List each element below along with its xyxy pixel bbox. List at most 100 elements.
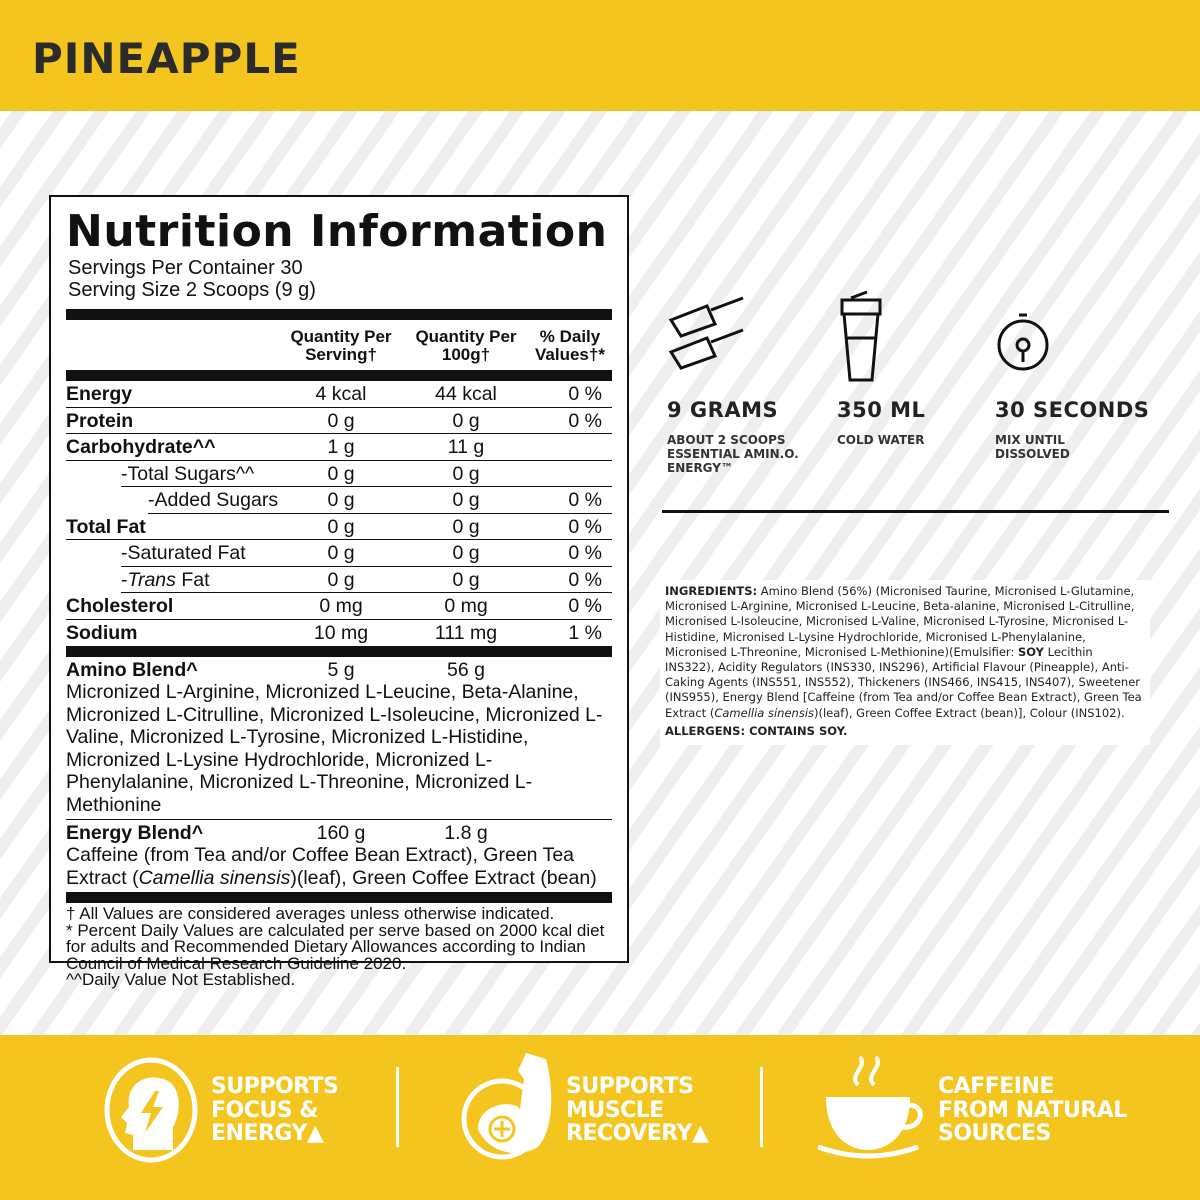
daily-value: 0 %	[568, 489, 602, 511]
amino-blend: Amino Blend^ 5 g 56 g Micronized L-Argin…	[66, 657, 612, 820]
footnote: † All Values are considered averages unl…	[66, 904, 555, 923]
nutrient-label: Carbohydrate^^	[66, 436, 216, 458]
nutrient-row: -Added Sugars 0 g 0 g 0 %	[148, 487, 612, 514]
ingredients-block: INGREDIENTS: Amino Blend (56%) (Micronis…	[660, 580, 1150, 746]
per-100g-value: 0 g	[452, 409, 480, 432]
amino-blend-per-100g: 56 g	[447, 659, 485, 681]
flavor-header: PINEAPPLE	[0, 0, 1200, 111]
ingredients-part: )(leaf), Green Coffee Extract (bean)], C…	[814, 705, 1125, 720]
daily-value: 0 %	[568, 383, 602, 405]
daily-value: 0 %	[568, 595, 602, 617]
amino-blend-detail: Micronized L-Arginine, Micronized L-Leuc…	[66, 681, 612, 820]
nutrient-row: -Saturated Fat 0 g 0 g 0 %	[121, 540, 612, 567]
per-100g-value: 11 g	[447, 436, 485, 458]
amino-blend-per-serving: 5 g	[327, 659, 355, 681]
col-per-100g: Quantity Per 100g†	[415, 327, 517, 364]
nutrient-label: -Added Sugars	[148, 489, 279, 511]
scoops-icon	[668, 296, 744, 370]
per-serving-value: 0 mg	[319, 595, 363, 617]
ingredients-part: Amino Blend (56%) (Micronised Taurine, M…	[665, 584, 1135, 659]
per-serving-value: 4 kcal	[315, 383, 367, 405]
stopwatch-icon	[997, 313, 1049, 371]
per-100g-value: 0 g	[452, 542, 480, 564]
per-serving-value: 0 g	[327, 542, 355, 564]
nutrient-label: Total Fat	[66, 515, 146, 538]
per-100g-value: 0 g	[452, 515, 480, 538]
ingredients-text: INGREDIENTS: Amino Blend (56%) (Micronis…	[665, 584, 1145, 721]
usage-value: 350 ML	[837, 398, 926, 422]
divider-bar	[66, 892, 612, 903]
nutrition-panel: Nutrition Information Servings Per Conta…	[49, 195, 629, 988]
nutrient-row: Cholesterol 0 mg 0 mg 0 %	[66, 593, 612, 620]
energy-blend-detail: Caffeine (from Tea and/or Coffee Bean Ex…	[66, 844, 612, 889]
detail-italic: Camellia sinensis	[138, 866, 291, 889]
daily-value: 0 %	[568, 568, 602, 591]
feature-label: SUPPORTS MUSCLE RECOVERY▲	[566, 1074, 709, 1146]
feature-label: CAFFEINE FROM NATURAL SOURCES	[938, 1074, 1127, 1146]
daily-value: 1 %	[568, 621, 602, 644]
daily-value: 0 %	[568, 409, 602, 432]
footnotes: † All Values are considered averages unl…	[66, 903, 612, 989]
usage-time: 30 SECONDS MIX UNTIL DISSOLVED	[995, 290, 1149, 461]
footnote: ^^Daily Value Not Established.	[66, 970, 296, 989]
separator	[760, 1067, 763, 1147]
usage-note: COLD WATER	[837, 433, 925, 447]
usage-value: 30 SECONDS	[995, 398, 1150, 422]
detail-text: Caffeine (from Tea and/or Coffee Bean Ex…	[66, 844, 575, 889]
servings-per-container: Servings Per Container 30	[68, 257, 303, 279]
per-serving-value: 0 g	[327, 489, 355, 511]
feature-focus: SUPPORTS FOCUS & ENERGY▲	[103, 1055, 339, 1175]
energy-blend-per-serving: 160 g	[316, 822, 366, 844]
per-100g-value: 0 g	[452, 489, 480, 511]
usage-scoops: 9 GRAMS ABOUT 2 SCOOPS ESSENTIAL AMIN.O.…	[667, 290, 799, 475]
per-100g-value: 44 kcal	[435, 383, 497, 405]
energy-blend-per-100g: 1.8 g	[444, 822, 488, 844]
nutrient-label: -Total Sugars^^	[121, 462, 255, 485]
nutrient-label: -Trans Fat	[121, 568, 210, 591]
divider-bar	[66, 646, 612, 657]
divider-line	[662, 510, 1169, 513]
daily-value: 0 %	[568, 542, 602, 564]
usage-note: MIX UNTIL DISSOLVED	[995, 433, 1070, 461]
energy-blend-label: Energy Blend^	[66, 822, 204, 844]
feature-label: SUPPORTS FOCUS & ENERGY▲	[211, 1074, 339, 1146]
usage-value: 9 GRAMS	[667, 398, 779, 422]
ingredients-italic: Camellia sinensis	[714, 705, 815, 720]
serving-size: Serving Size 2 Scoops (9 g)	[68, 279, 316, 301]
per-serving-value: 0 g	[327, 462, 355, 485]
flexed-arm-icon	[461, 1053, 552, 1160]
ingredients-part: Lecithin INS322), Acidity Regulators (IN…	[665, 644, 1142, 720]
nutrient-row: -Total Sugars^^ 0 g 0 g	[121, 461, 612, 487]
soy-highlight: SOY	[1018, 644, 1044, 659]
per-serving-value: 0 g	[327, 515, 355, 538]
nutrient-row: -Trans Fat 0 g 0 g 0 %	[121, 567, 612, 593]
per-serving-value: 1 g	[327, 436, 355, 458]
detail-text: )(leaf), Green Coffee Extract (bean)	[290, 866, 597, 889]
per-100g-value: 0 mg	[444, 595, 488, 617]
head-lightning-icon	[104, 1057, 198, 1163]
nutrient-row: Sodium 10 mg 111 mg 1 %	[66, 620, 612, 647]
footnote: * Percent Daily Values are calculated pe…	[66, 920, 605, 973]
nutrient-row: Energy 4 kcal 44 kcal 0 %	[66, 381, 612, 408]
per-serving-value: 0 g	[327, 409, 355, 432]
divider-bar	[66, 370, 612, 381]
per-serving-value: 0 g	[327, 568, 355, 591]
per-100g-value: 0 g	[452, 568, 480, 591]
column-headers: Quantity Per Serving† Quantity Per 100g†…	[66, 320, 612, 370]
divider-bar	[66, 309, 612, 320]
feature-caffeine: CAFFEINE FROM NATURAL SOURCES	[817, 1055, 1127, 1175]
nutrient-label: Cholesterol	[66, 595, 174, 617]
nutrition-title: Nutrition Information	[66, 206, 608, 257]
per-serving-value: 10 mg	[313, 621, 369, 644]
nutrient-row: Total Fat 0 g 0 g 0 %	[66, 514, 612, 540]
coffee-cup-icon	[817, 1055, 923, 1159]
col-per-serving: Quantity Per Serving†	[290, 327, 392, 364]
shaker-icon	[840, 290, 882, 382]
nutrient-row: Protein 0 g 0 g 0 %	[66, 408, 612, 434]
amino-blend-label: Amino Blend^	[66, 659, 198, 681]
nutrient-label: Protein	[66, 409, 134, 432]
energy-blend: Energy Blend^ 160 g 1.8 g Caffeine (from…	[66, 820, 612, 892]
usage-note: ABOUT 2 SCOOPS ESSENTIAL AMIN.O. ENERGY™	[667, 433, 799, 475]
nutrient-row: Carbohydrate^^ 1 g 11 g	[66, 434, 612, 461]
